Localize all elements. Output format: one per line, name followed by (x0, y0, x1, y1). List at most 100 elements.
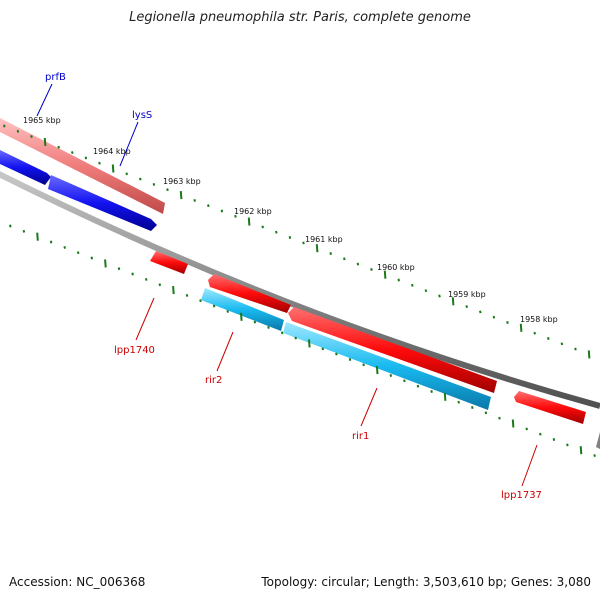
scale-tick-minor (362, 363, 365, 367)
scale-tick-major (104, 259, 107, 268)
scale-tick-minor (3, 124, 6, 128)
scale-tick-minor (30, 135, 33, 139)
scale-tick-minor (356, 262, 360, 266)
genome-summary-text: Topology: circular; Length: 3,503,610 bp… (261, 575, 591, 589)
scale-tick-minor (321, 347, 325, 351)
scale-tick-minor (16, 129, 20, 133)
scale-tick-minor (343, 257, 346, 261)
scale-tick-minor (547, 337, 550, 340)
scale-tick-minor (158, 283, 162, 287)
gene-label-prfB[interactable]: prfB (45, 72, 66, 83)
scale-tick-minor (370, 267, 373, 271)
scale-tick-minor (457, 400, 460, 404)
gene-label-lpp1740[interactable]: lpp1740 (114, 345, 155, 356)
leader-lysS (119, 121, 139, 167)
scale-tick-minor (71, 151, 74, 155)
gene-label-lpp1737[interactable]: lpp1737 (501, 490, 542, 501)
scale-tick-minor (465, 305, 468, 309)
scale-tick-minor (566, 443, 569, 447)
scale-tick-minor (525, 427, 528, 431)
cds-arrow-lpp1737 (514, 391, 586, 424)
leader-rir2 (216, 331, 234, 372)
scale-label: 1959 kbp (448, 290, 486, 299)
scale-tick-minor (560, 342, 564, 346)
scale-tick-minor (430, 390, 433, 393)
gene-label-rir1[interactable]: rir1 (352, 431, 369, 442)
gene-bar-rir1 (283, 322, 491, 410)
scale-ticks-outer (3, 124, 591, 359)
scale-tick-minor (193, 198, 196, 202)
scale-tick-minor (57, 145, 60, 149)
scale-tick-minor (49, 240, 53, 244)
scale-tick-minor (506, 321, 509, 324)
scale-tick-minor (389, 374, 393, 377)
scale-tick-minor (403, 379, 406, 383)
scale-tick-minor (22, 229, 26, 233)
scale-label: 1958 kbp (520, 315, 558, 324)
scale-tick-minor (280, 331, 284, 335)
scale-tick-major (383, 270, 387, 279)
scale-tick-minor (275, 230, 278, 234)
accession-text: Accession: NC_006368 (9, 575, 146, 589)
scale-tick-minor (335, 352, 338, 356)
scale-label: 1960 kbp (377, 263, 415, 272)
scale-tick-minor (207, 204, 210, 208)
scale-tick-minor (329, 252, 332, 255)
scale-tick-minor (302, 241, 305, 245)
scale-tick-minor (166, 188, 169, 192)
scale-tick-minor (288, 236, 292, 239)
scale-tick-minor (593, 454, 596, 458)
scale-tick-minor (212, 304, 216, 308)
scale-tick-major (172, 286, 175, 295)
scale-tick-minor (76, 251, 80, 255)
scale-tick-major (36, 232, 39, 241)
scale-tick-minor (348, 358, 352, 361)
scale-tick-major (43, 137, 47, 146)
scale-tick-minor (84, 156, 88, 160)
scale-tick-minor (397, 278, 400, 282)
gene-labels: prfB lysS lpp1740 rir2 rir1 lpp1737 (45, 72, 542, 501)
scale-tick-major (240, 312, 243, 321)
scale-tick-minor (498, 416, 501, 420)
scale-tick-minor (492, 315, 496, 319)
scale-tick-minor (98, 161, 101, 165)
scale-tick-minor (117, 267, 121, 271)
scale-tick-minor (574, 347, 577, 351)
gene-label-leaders (36, 83, 538, 487)
scale-tick-minor (234, 214, 237, 218)
scale-tick-major (451, 297, 455, 306)
gene-label-rir2[interactable]: rir2 (205, 375, 222, 386)
cds-arrow-lpp1740 (150, 251, 188, 274)
cds-arrow-rir1 (288, 307, 497, 393)
scale-tick-minor (424, 289, 428, 293)
scale-tick-minor (125, 172, 128, 176)
scale-tick-minor (479, 310, 482, 314)
scale-tick-minor (226, 309, 229, 313)
scale-tick-minor (484, 411, 488, 415)
scale-tick-minor (552, 438, 556, 441)
scale-tick-major (315, 244, 319, 253)
scale-tick-minor (139, 177, 142, 181)
scale-tick-minor (131, 272, 134, 276)
scale-tick-major (519, 323, 523, 332)
scale-tick-minor (144, 277, 148, 281)
scale-tick-major (111, 164, 115, 173)
cds-arrow-rir2 (208, 274, 291, 313)
scale-tick-minor (261, 225, 264, 229)
scale-tick-minor (185, 293, 189, 297)
backbone-end-marker (596, 432, 600, 449)
scale-tick-major (308, 339, 311, 348)
leader-prfB (36, 83, 53, 117)
backbone-strand (0, 171, 600, 409)
scale-tick-major (511, 419, 515, 428)
cds-arrow-lysS (48, 175, 157, 231)
scale-label: 1962 kbp (234, 207, 272, 216)
scale-label: 1961 kbp (305, 235, 343, 244)
scale-tick-minor (539, 432, 542, 436)
scale-tick-minor (411, 283, 414, 287)
scale-tick-minor (220, 209, 224, 213)
scale-tick-minor (533, 331, 536, 335)
gene-label-lysS[interactable]: lysS (132, 110, 152, 121)
